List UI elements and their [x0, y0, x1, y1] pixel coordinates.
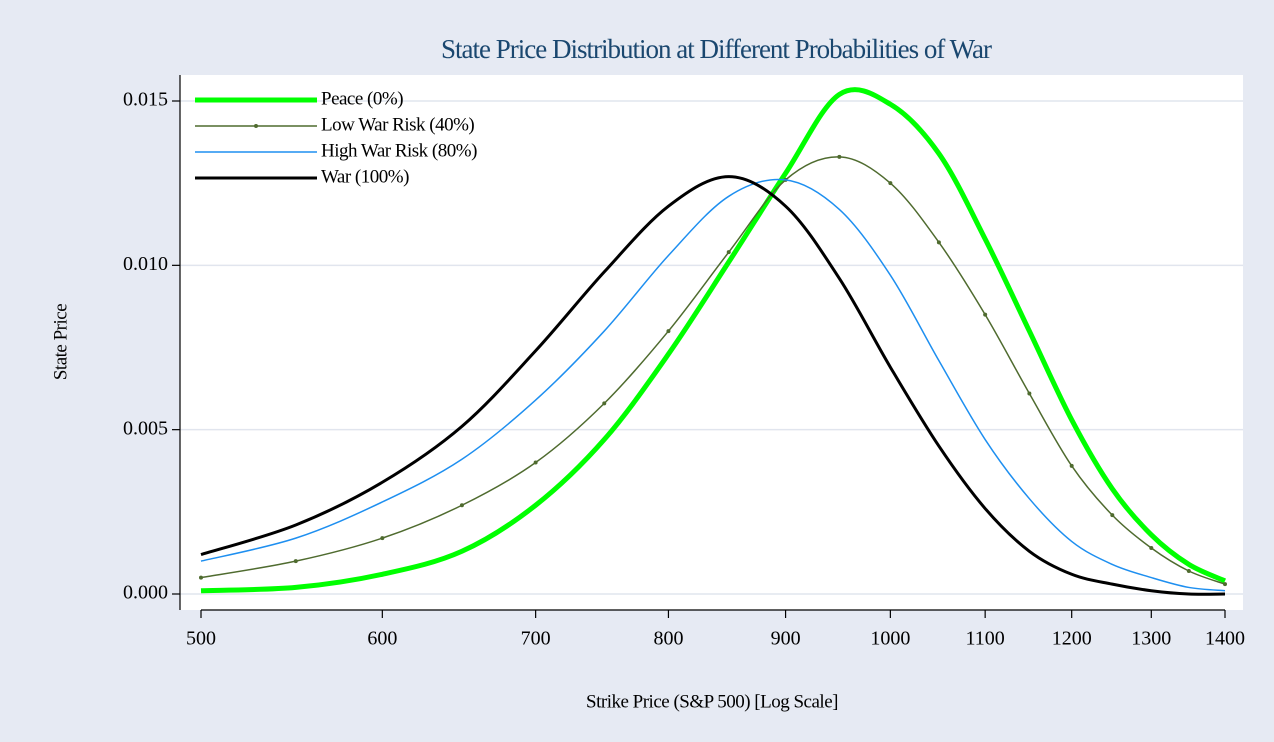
line-series — [200, 175, 1226, 596]
y-tick-label: 0.000 — [123, 582, 168, 604]
x-tick-label: 1100 — [966, 628, 1005, 650]
point-marker — [380, 536, 385, 541]
point-marker — [983, 312, 988, 317]
line-series — [200, 156, 1226, 585]
x-tick-label: 1400 — [1205, 628, 1245, 650]
point-marker — [602, 401, 607, 406]
legend-marker — [254, 124, 258, 128]
point-marker — [1186, 568, 1191, 573]
point-marker — [459, 503, 464, 508]
y-tick-label: 0.005 — [123, 417, 168, 439]
chart-title: State Price Distribution at Different Pr… — [441, 34, 992, 64]
x-tick-label: 1000 — [870, 628, 910, 650]
legend-label: Low War Risk (40%) — [321, 114, 474, 135]
point-marker — [888, 181, 893, 186]
point-marker — [1149, 545, 1154, 550]
x-tick-label: 600 — [367, 628, 397, 650]
point-marker — [666, 329, 671, 334]
y-tick-label: 0.010 — [123, 253, 168, 275]
x-axis-label: Strike Price (S&P 500) [Log Scale] — [586, 691, 838, 712]
plot-area — [180, 75, 1243, 610]
point-marker — [936, 240, 941, 245]
point-marker — [293, 559, 298, 564]
line-series — [200, 87, 1227, 594]
point-marker — [726, 250, 731, 255]
x-tick-label: 700 — [521, 628, 551, 650]
point-marker — [533, 460, 538, 465]
y-axis-label: State Price — [50, 304, 71, 380]
y-tick-label: 0.015 — [123, 89, 168, 111]
x-tick-label: 900 — [771, 628, 801, 650]
x-tick-label: 1300 — [1131, 628, 1171, 650]
x-tick-label: 1200 — [1052, 628, 1092, 650]
point-marker — [1110, 513, 1115, 518]
x-tick-label: 800 — [653, 628, 683, 650]
point-marker — [199, 575, 203, 580]
legend-label: War (100%) — [321, 166, 409, 187]
x-tick-label: 500 — [186, 628, 216, 650]
legend-label: High War Risk (80%) — [321, 140, 477, 161]
point-marker — [1027, 391, 1032, 396]
line-series — [200, 178, 1226, 592]
legend-label: Peace (0%) — [321, 88, 403, 109]
point-marker — [1223, 582, 1227, 587]
point-marker — [1069, 463, 1074, 468]
point-marker — [837, 154, 842, 159]
